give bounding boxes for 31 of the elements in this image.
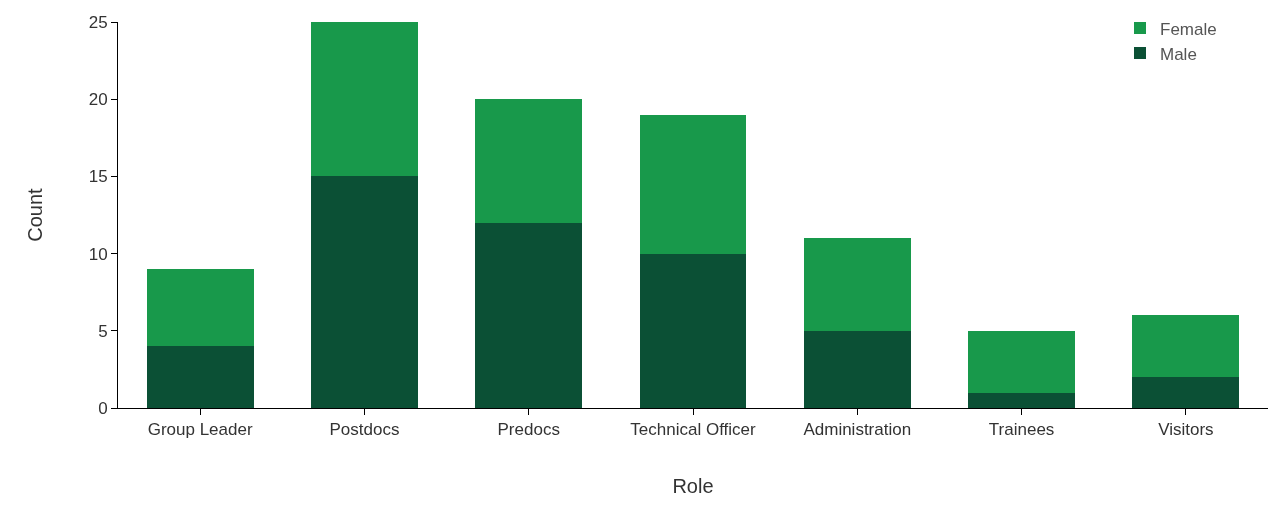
y-tick-label: 5 <box>98 321 108 341</box>
x-tick-label: Group Leader <box>147 420 253 440</box>
x-tick-label: Trainees <box>988 420 1055 440</box>
bar <box>803 238 911 331</box>
y-tick-label: 25 <box>88 12 108 32</box>
y-tick-label: 0 <box>98 398 108 418</box>
y-tick-label: 15 <box>88 167 108 187</box>
x-tick-label: Visitors <box>1158 420 1214 440</box>
bar <box>1132 377 1240 408</box>
bar <box>968 392 1075 408</box>
y-axis-title: Count <box>24 187 47 242</box>
bar <box>311 22 418 177</box>
bar <box>475 99 583 223</box>
legend-label: Female <box>1160 19 1217 39</box>
y-tick-label: 10 <box>88 244 108 264</box>
bar <box>146 269 254 347</box>
x-tick-label: Predocs <box>497 420 560 440</box>
bar <box>803 330 911 408</box>
bar <box>311 176 418 408</box>
bar <box>146 346 254 408</box>
bar <box>475 222 583 408</box>
bar <box>639 114 747 254</box>
x-tick-label: Administration <box>803 420 912 440</box>
x-tick-label: Technical Officer <box>630 420 757 440</box>
bar <box>968 330 1075 393</box>
legend-label: Male <box>1160 44 1197 64</box>
x-axis-title: Role <box>672 474 714 497</box>
bar <box>1132 315 1240 378</box>
bar <box>639 253 747 408</box>
x-tick-label: Postdocs <box>329 420 400 440</box>
y-tick-label: 20 <box>88 90 108 110</box>
